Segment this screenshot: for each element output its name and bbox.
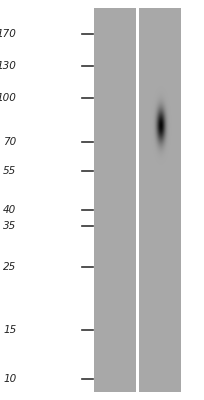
Bar — [181, 8, 183, 392]
Text: 100: 100 — [0, 94, 16, 104]
Text: 40: 40 — [3, 205, 16, 215]
Bar — [139, 8, 182, 392]
Text: 25: 25 — [3, 262, 16, 272]
Text: 10: 10 — [3, 374, 16, 384]
Text: 70: 70 — [3, 137, 16, 147]
Bar — [92, 8, 94, 392]
Text: 130: 130 — [0, 62, 16, 72]
Text: 55: 55 — [3, 166, 16, 176]
Bar — [93, 8, 136, 392]
Text: 15: 15 — [3, 325, 16, 335]
Text: 170: 170 — [0, 29, 16, 39]
Text: 35: 35 — [3, 222, 16, 232]
Bar — [136, 8, 139, 392]
